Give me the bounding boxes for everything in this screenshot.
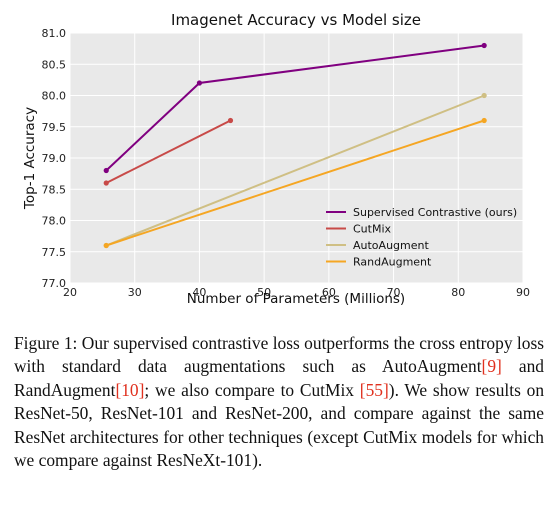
citation-55[interactable]: [55] [359, 379, 389, 400]
data-point [481, 117, 487, 124]
data-point [103, 242, 109, 249]
y-tick-label: 78.0 [42, 215, 67, 228]
legend: Supervised Contrastive (ours) CutMix AutoA… [326, 206, 517, 269]
y-axis-label: Top-1 Accuracy [22, 107, 38, 210]
y-tick-labels: 77.0 77.5 78.0 78.5 79.0 79.5 80.0 80.5 81.0 [42, 27, 67, 290]
data-point [103, 167, 109, 174]
legend-label: RandAugment [353, 256, 432, 269]
series-line [105, 94, 485, 247]
x-tick-label: 60 [322, 286, 336, 299]
data-point [481, 92, 487, 99]
legend-label: Supervised Contrastive (ours) [353, 206, 517, 219]
citation-10[interactable]: [10] [115, 379, 145, 400]
y-tick-label: 79.0 [42, 152, 67, 165]
grid [69, 32, 524, 284]
x-tick-label: 40 [192, 286, 206, 299]
figure-caption: Figure 1: Our supervised contrastive los… [14, 332, 544, 472]
y-tick-label: 81.0 [42, 27, 67, 40]
x-tick-label: 50 [257, 286, 271, 299]
caption-text-3: ; we also compare to CutMix [144, 379, 360, 400]
caption-text-2: and RandAugment [14, 356, 544, 400]
data-point [481, 42, 487, 49]
y-tick-label: 77.5 [42, 246, 67, 259]
caption-text-1: Our supervised contrastive loss outperfo… [14, 333, 544, 377]
x-tick-label: 80 [451, 286, 465, 299]
y-tick-label: 78.5 [42, 183, 67, 196]
legend-label: CutMix [353, 223, 392, 236]
citation-9[interactable]: [9] [481, 356, 502, 377]
x-tick-label: 90 [516, 286, 530, 299]
x-axis-label: Number of Parameters (Millions) [187, 291, 405, 307]
x-tick-labels: 20 30 40 50 60 70 80 90 [63, 286, 530, 299]
series-line [105, 119, 231, 184]
y-tick-label: 79.5 [42, 121, 67, 134]
data-point [227, 117, 234, 124]
data-point [196, 80, 203, 86]
caption-text-4: ). We show results on ResNet-50, ResNet-… [14, 379, 545, 471]
data-point [103, 180, 109, 186]
series-line [105, 119, 485, 247]
chart-title: Imagenet Accuracy vs Model size [171, 11, 421, 29]
y-tick-label: 80.5 [42, 58, 67, 71]
series-layer [103, 42, 487, 249]
legend-label: AutoAugment [353, 239, 429, 252]
x-tick-label: 70 [387, 286, 401, 299]
y-tick-label: 77.0 [42, 277, 67, 290]
y-tick-label: 80.0 [42, 90, 67, 103]
x-tick-label: 30 [128, 286, 142, 299]
accuracy-chart: 20 30 40 50 60 70 80 90 77.0 77.5 78.0 78.5 79.0 79.… [22, 11, 530, 307]
caption-label: Figure 1: [14, 333, 78, 353]
x-tick-label: 20 [63, 286, 77, 299]
